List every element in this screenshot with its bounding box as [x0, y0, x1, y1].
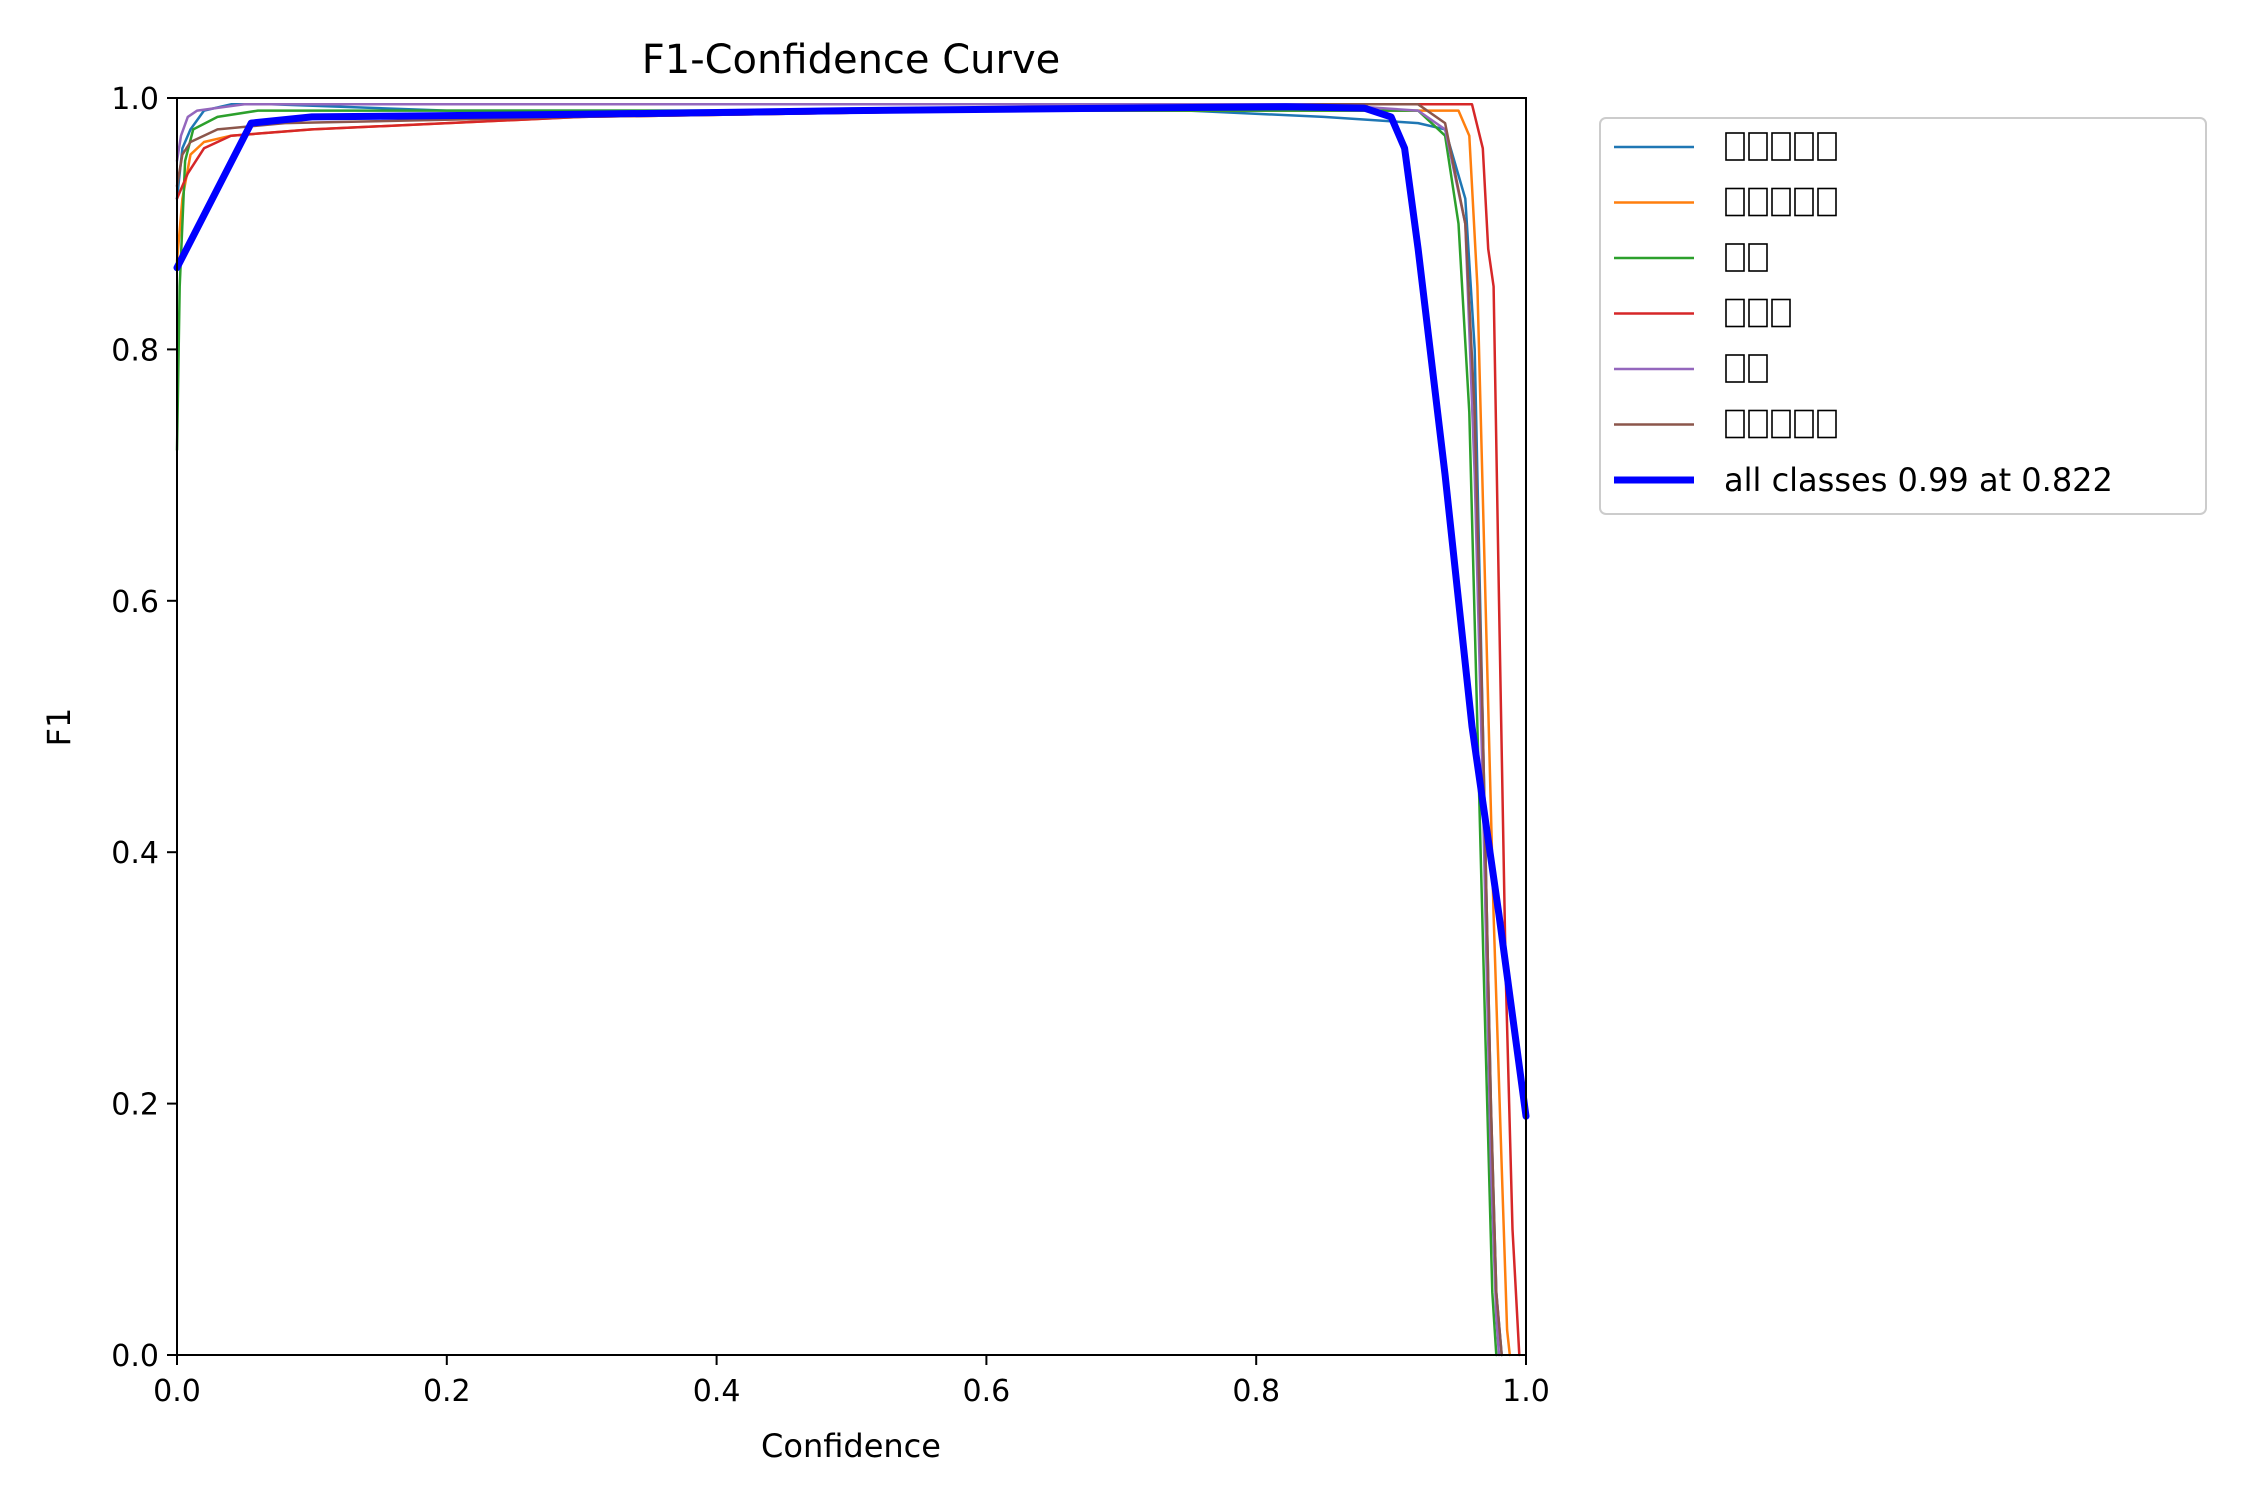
legend-missing-glyph	[1817, 409, 1837, 439]
series-line-2	[175, 109, 1498, 1357]
legend-missing-glyph	[1748, 409, 1768, 439]
chart-title: F1-Confidence Curve	[642, 37, 1061, 83]
series-line-6	[173, 103, 1530, 1120]
legend-missing-glyph	[1817, 187, 1837, 217]
legend-missing-glyph	[1817, 132, 1837, 161]
plot-lines	[173, 103, 1530, 1357]
legend-missing-glyph	[1771, 298, 1791, 328]
y-tick-label: 0.8	[111, 333, 159, 368]
legend-missing-glyph	[1771, 409, 1791, 439]
legend: all classes 0.99 at 0.822	[1599, 117, 2207, 515]
y-tick-label: 0.2	[111, 1088, 159, 1123]
x-axis-ticks: 0.0 0.2 0.4 0.6 0.8 1.0	[153, 1355, 1550, 1409]
x-tick-label: 0.8	[1232, 1374, 1280, 1409]
plot-frame	[176, 97, 1527, 1356]
x-tick-label: 0.2	[423, 1374, 471, 1409]
legend-missing-glyph	[1748, 187, 1768, 217]
y-axis-ticks: 0.0 0.2 0.4 0.6 0.8 1.0	[111, 82, 177, 1374]
legend-missing-glyph	[1794, 409, 1814, 439]
x-tick-label: 0.4	[693, 1374, 741, 1409]
y-tick-label: 1.0	[111, 82, 159, 117]
legend-missing-glyph	[1748, 298, 1768, 328]
legend-missing-glyph	[1748, 132, 1768, 161]
x-tick-label: 1.0	[1502, 1374, 1550, 1409]
y-tick-label: 0.6	[111, 585, 159, 620]
y-tick-label: 0.4	[111, 836, 159, 871]
legend-missing-glyph	[1748, 243, 1768, 272]
x-tick-label: 0.0	[153, 1374, 201, 1409]
legend-missing-glyph	[1725, 132, 1745, 161]
x-axis-label: Confidence	[761, 1427, 941, 1465]
legend-missing-glyph	[1725, 409, 1745, 439]
legend-label-6: all classes 0.99 at 0.822	[1724, 461, 2113, 499]
legend-missing-glyph	[1748, 354, 1768, 383]
legend-items: all classes 0.99 at 0.822	[1614, 132, 2113, 499]
legend-missing-glyph	[1725, 354, 1745, 383]
series-line-5	[175, 103, 1503, 1357]
x-tick-label: 0.6	[963, 1374, 1011, 1409]
legend-missing-glyph	[1794, 187, 1814, 217]
legend-missing-glyph	[1725, 298, 1745, 328]
legend-missing-glyph	[1771, 187, 1791, 217]
legend-missing-glyph	[1725, 187, 1745, 217]
legend-missing-glyph	[1794, 132, 1814, 161]
legend-missing-glyph	[1725, 243, 1745, 272]
y-axis-label: F1	[40, 708, 78, 747]
legend-box	[1599, 117, 2207, 515]
legend-missing-glyph	[1771, 132, 1791, 161]
y-tick-label: 0.0	[111, 1339, 159, 1374]
